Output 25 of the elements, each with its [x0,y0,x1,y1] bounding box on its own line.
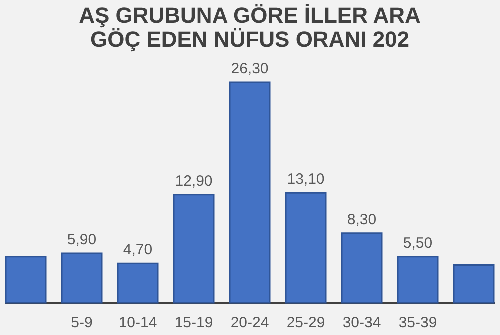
bar [61,252,103,304]
bar [5,256,47,304]
data-label: 13,10 [287,171,325,188]
data-label: 8,30 [347,211,377,228]
bar [341,232,383,304]
text: AŞ GRUBUNA GÖRE İLLER ARA [79,3,421,28]
x-tick-label: 15-19 [174,314,214,332]
data-label: 5,90 [67,232,97,249]
bar [397,256,439,304]
data-label: 26,30 [231,60,269,78]
x-tick-label: 30-34 [342,314,382,332]
bar [229,82,271,304]
bar [117,262,159,304]
data-label: 5,50 [403,234,433,252]
x-tick-label: 35-39 [398,314,438,332]
x-tick-label: 20-24 [230,314,270,332]
x-tick-label: 25-29 [286,314,326,332]
bar [453,264,495,304]
data-label: 12,90 [175,172,213,190]
x-tick-label: 5-9 [71,314,93,332]
x-tick-label: 10-14 [118,314,158,332]
bar [173,194,215,304]
data-label: 4,70 [123,242,153,259]
text: GÖÇ EDEN NÜFUS ORANI 202 [90,27,410,52]
bar [285,192,327,304]
